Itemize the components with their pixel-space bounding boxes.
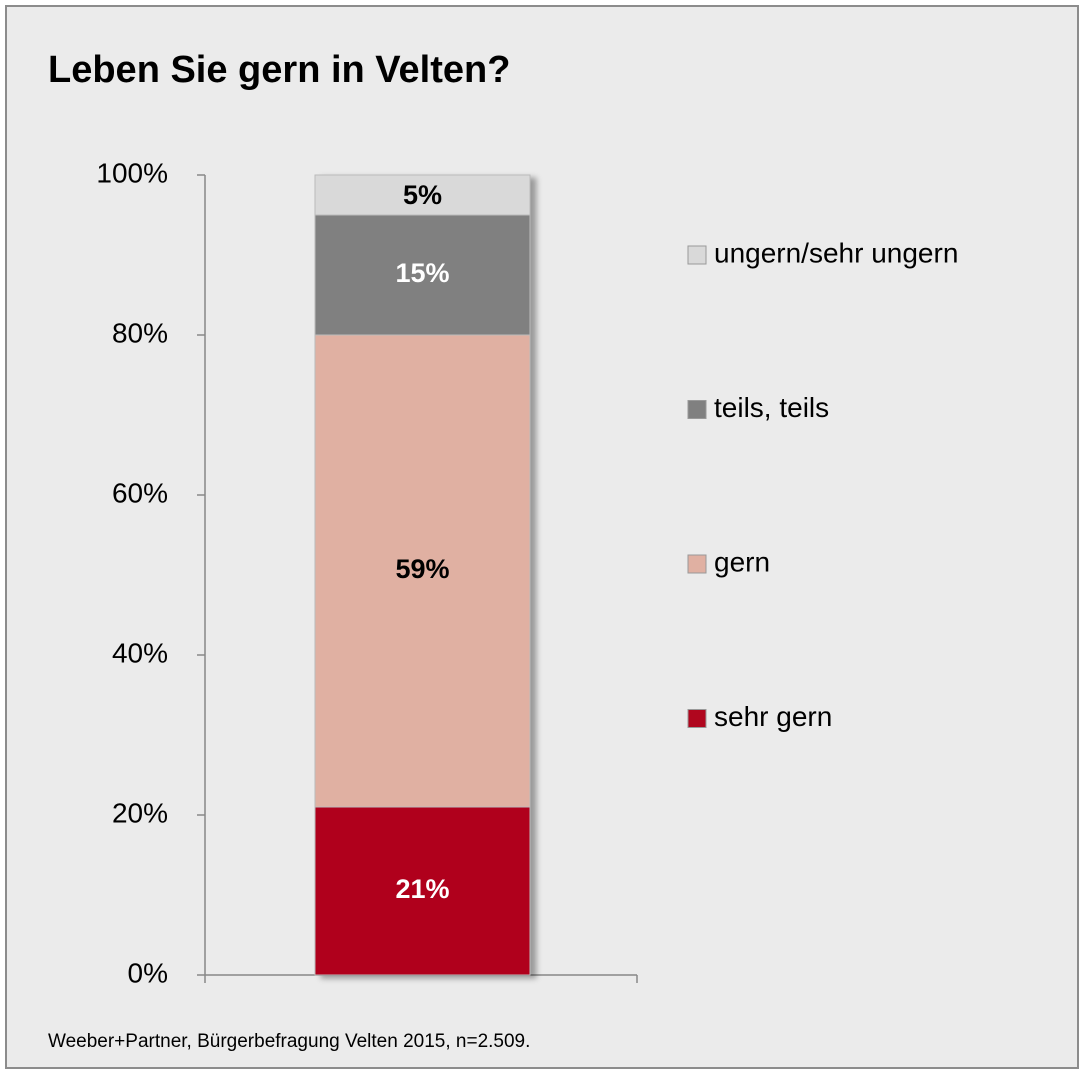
legend-label: gern [714, 546, 770, 577]
panel [5, 5, 1079, 1069]
bar-group [314, 174, 531, 976]
bar-segment [314, 806, 531, 976]
y-tick-label: 40% [112, 637, 168, 668]
legend-swatch [687, 709, 707, 728]
y-tick-label: 100% [96, 157, 168, 188]
y-tick-label: 0% [128, 957, 168, 988]
data-label: 59% [395, 554, 449, 584]
legend-swatch [687, 245, 707, 265]
data-label: 21% [395, 874, 449, 904]
bar-segment [314, 334, 531, 808]
data-label: 15% [395, 258, 449, 288]
y-tick-label: 80% [112, 317, 168, 348]
legend-label: teils, teils [714, 392, 829, 423]
legend-label: ungern/sehr ungern [714, 237, 958, 268]
y-tick-label: 60% [112, 477, 168, 508]
bar-segment [314, 214, 531, 336]
legend-swatch [687, 400, 707, 419]
legend-label: sehr gern [714, 701, 832, 732]
source-note: Weeber+Partner, Bürgerbefragung Velten 2… [48, 1031, 530, 1052]
bar-segment [314, 174, 531, 216]
chart-title: Leben Sie gern in Velten? [48, 49, 510, 91]
y-tick-label: 20% [112, 797, 168, 828]
data-label: 5% [403, 180, 442, 210]
legend-swatch [687, 554, 707, 574]
